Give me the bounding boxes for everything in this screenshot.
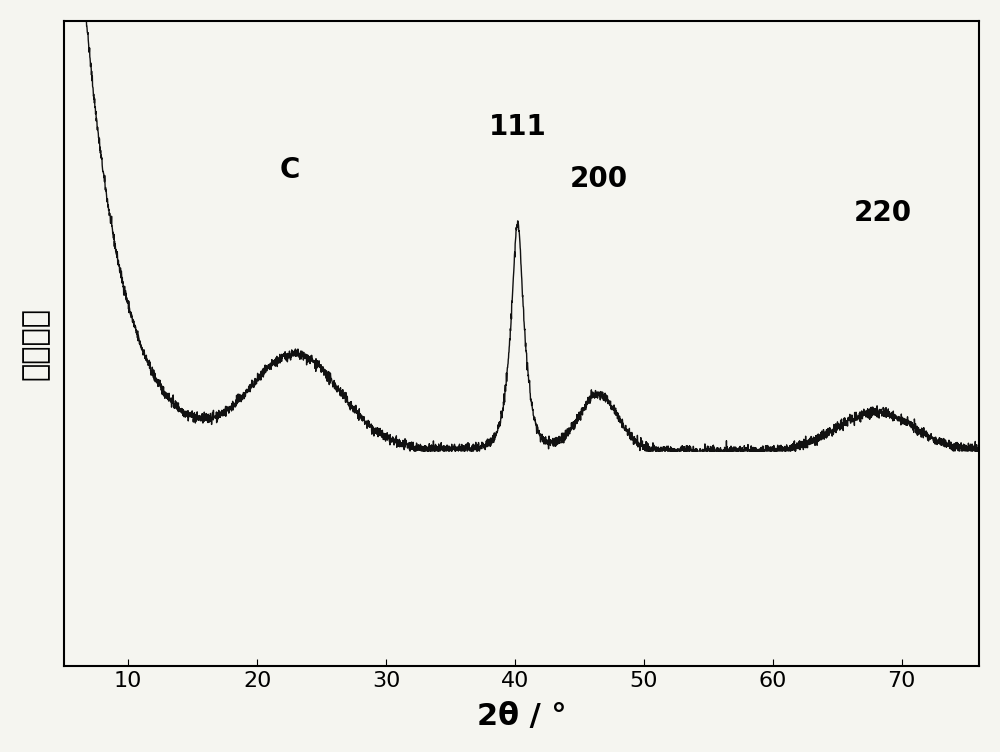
Text: 220: 220: [853, 199, 912, 227]
X-axis label: 2θ / °: 2θ / °: [477, 702, 566, 731]
Y-axis label: 相对强度: 相对强度: [21, 307, 50, 380]
Text: 200: 200: [570, 165, 628, 193]
Text: 111: 111: [489, 114, 546, 141]
Text: C: C: [279, 156, 300, 184]
